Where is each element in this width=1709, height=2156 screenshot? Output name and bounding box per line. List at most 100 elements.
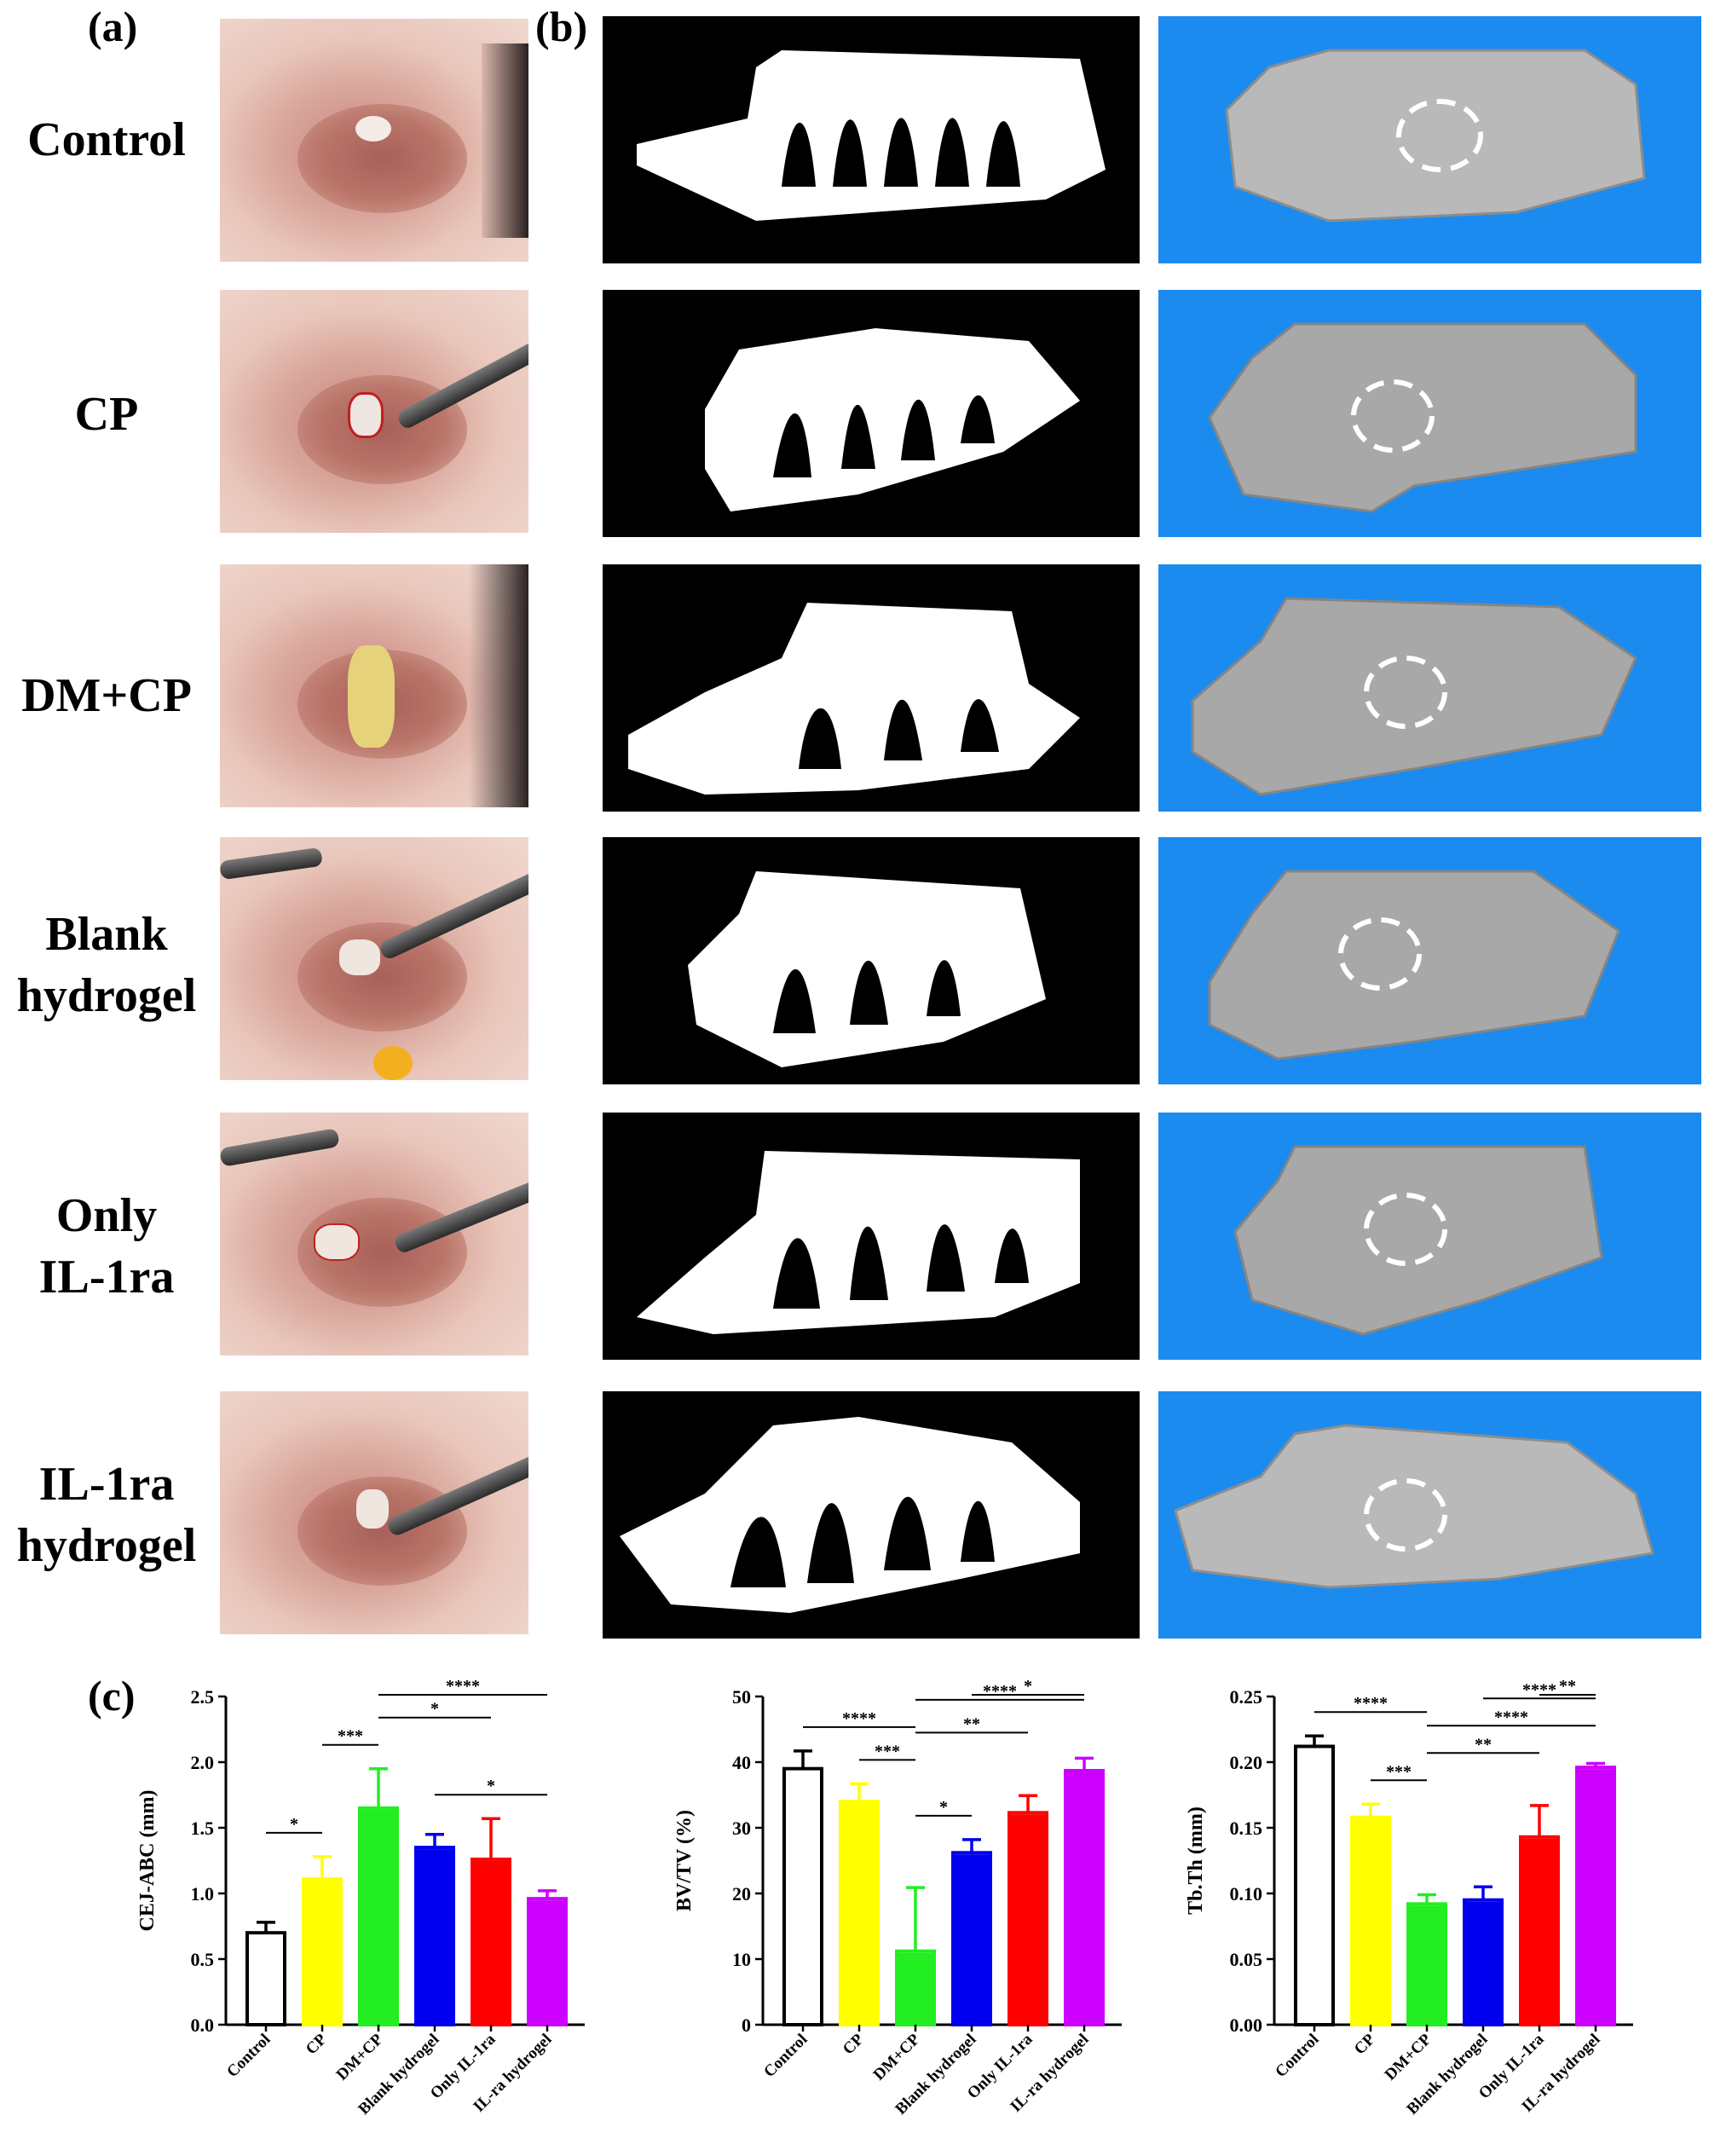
bar-fill [842,1803,876,2023]
photo-dmcp [220,564,528,807]
bar-fill [1410,1905,1444,2023]
significance-label: **** [983,1682,1017,1701]
y-tick-label: 1.5 [191,1818,215,1839]
3d-model-control [1158,16,1701,263]
3d-model-il1ra-hydrogel [1158,1391,1701,1639]
panel-c-letter: (c) [88,1672,136,1720]
bar-fill [361,1809,395,2023]
bar-fill [1297,1748,1331,2023]
y-tick-label: 0.25 [1230,1686,1263,1708]
microct-section-il1ra-hydrogel [603,1391,1140,1639]
chart-cej-abc: 0.0 0.5 1.0 1.5 2.0 2.5 CEJ-ABC (mm) Control CP D… [136,1677,585,2118]
y-tick-label: 30 [732,1818,751,1839]
x-tick-label: Control [223,2031,274,2081]
photo-il1ra-hydrogel [220,1391,528,1634]
3d-onlyil-image [1233,1145,1603,1336]
y-tick-label: 0 [742,2014,751,2036]
significance-label: **** [842,1709,876,1728]
bar-fill [418,1849,452,2023]
x-tick-label: CP [303,2030,331,2058]
row-label-control: Control [0,109,213,171]
row-label-ilhydrogel-line-1: IL-1ra [38,1458,175,1511]
row-label-blank-hydrogel: Blank hydrogel [0,904,213,1026]
x-tick-label: DM+CP [1382,2030,1435,2084]
microct-section-cp [603,290,1140,537]
x-tick-label: Control [1272,2031,1322,2081]
row-label-il1ra-hydrogel: IL-1ra hydrogel [0,1454,213,1576]
y-tick-label: 0.10 [1230,1883,1263,1905]
3d-blank-image [1208,870,1620,1061]
significance-label: * [487,1777,495,1795]
row-label-dmcp: DM+CP [0,665,213,726]
photo-only-il1ra [220,1113,528,1355]
y-tick-label: 10 [732,1949,751,1970]
significance-label: ** [963,1714,980,1733]
photo-blank-hydrogel [220,837,528,1080]
significance-label: *** [1386,1762,1412,1781]
significance-label: * [1024,1677,1032,1696]
bar-fill [249,1934,283,2023]
row-label-ilhydrogel-line-2: hydrogel [16,1519,197,1572]
significance-label: ** [1475,1735,1492,1754]
chart-tb-th: 0.00 0.05 0.10 0.15 0.20 0.25 Tb.Th (mm) Contro… [1185,1677,1633,2118]
row-label-blank-line-2: hydrogel [16,969,197,1022]
significance-label: **** [446,1677,480,1696]
y-tick-label: 0.5 [191,1949,215,1970]
3d-model-cp [1158,290,1701,537]
row-label-cp: CP [0,384,213,445]
microct-section-dmcp [603,564,1140,812]
y-tick-label: 2.5 [191,1686,215,1708]
3d-dmcp-image [1191,597,1637,796]
significance-label: **** [1522,1680,1556,1699]
significance-label: * [430,1700,439,1719]
bar-fill [1067,1772,1101,2023]
y-tick-label: 0.05 [1230,1949,1263,1970]
3d-model-blank-hydrogel [1158,837,1701,1084]
3d-control-image [1225,49,1646,223]
x-tick-label: DM+CP [333,2030,387,2084]
photo-control [220,19,528,262]
bar-fill [474,1860,508,2023]
y-tick-label: 1.0 [191,1883,215,1905]
y-tick-label: 0.15 [1230,1818,1263,1839]
y-tick-label: 50 [732,1686,751,1708]
y-tick-label: 0.20 [1230,1752,1263,1773]
y-tick-label: 0.0 [191,2014,215,2036]
3d-model-dmcp [1158,564,1701,812]
row-label-onlyil-line-2: IL-1ra [38,1251,175,1303]
y-tick-label: 0.00 [1230,2014,1263,2036]
bar-fill [1466,1901,1500,2023]
significance-label: * [939,1798,948,1817]
significance-label: **** [1494,1708,1528,1726]
row-label-only-il1ra: Only IL-1ra [0,1185,213,1308]
significance-label: ** [1559,1677,1576,1696]
x-tick-label: CP [840,2030,868,2058]
microct-cp-image [705,328,1080,512]
y-tick-label: 20 [732,1883,751,1905]
significance-label: * [290,1815,298,1834]
bar-fill [955,1854,989,2023]
row-label-cp-line-1: CP [74,388,139,441]
microct-dmcp-image [628,603,1080,795]
x-tick-label: CP [1351,2030,1379,2058]
3d-cp-image [1208,322,1637,513]
significance-label: **** [1354,1694,1388,1713]
row-label-control-line-1: Control [27,113,186,166]
bar-fill [1522,1838,1556,2023]
significance-label: *** [875,1742,900,1760]
microct-section-blank-hydrogel [603,837,1140,1084]
row-label-blank-line-1: Blank [45,908,168,961]
3d-ilhydrogel-image [1174,1424,1654,1589]
bar-fill [1354,1818,1388,2023]
microct-control-image [637,50,1106,221]
panel-a-letter: (a) [88,3,138,50]
photo-cp [220,290,528,533]
microct-blank-image [688,871,1046,1067]
microct-onlyil-image [637,1151,1080,1334]
x-tick-label: Control [760,2031,811,2081]
microct-section-control [603,16,1140,263]
bar-fill [530,1900,564,2023]
x-tick-label: DM+CP [870,2030,924,2084]
row-label-dmcp-line-1: DM+CP [21,669,192,722]
